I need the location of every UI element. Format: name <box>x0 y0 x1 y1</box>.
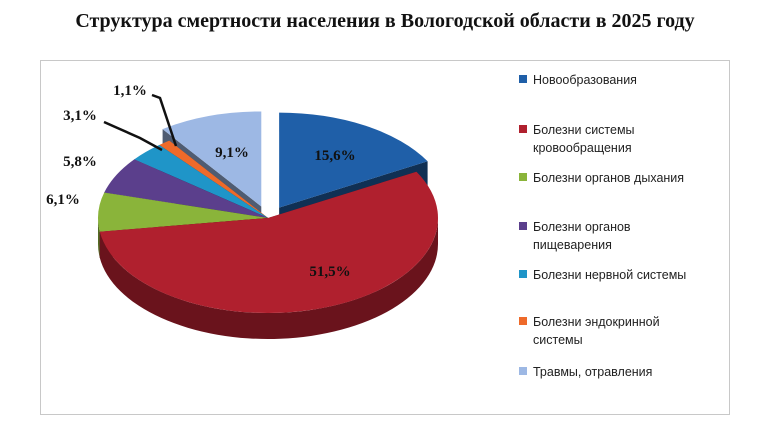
legend-swatch-5 <box>519 270 527 278</box>
slice-value-label-5: 3,1% <box>63 108 97 124</box>
legend-label-2: Болезни системы кровообращения <box>533 123 635 155</box>
legend-label-3: Болезни органов дыхания <box>533 171 684 185</box>
legend-label-7: Травмы, отравления <box>533 365 652 379</box>
slice-value-label-1: 15,6% <box>314 148 355 164</box>
legend-swatch-1 <box>519 75 527 83</box>
slice-value-label-4: 5,8% <box>63 154 97 170</box>
slice-value-label-6: 1,1% <box>113 83 147 99</box>
slice-value-label-3: 6,1% <box>46 192 80 208</box>
leader-line-5 <box>103 120 163 152</box>
legend-label-1: Новообразования <box>533 73 637 87</box>
chart-title: Структура смертности населения в Вологод… <box>75 10 695 32</box>
legend-swatch-6 <box>519 317 527 325</box>
legend-swatch-2 <box>519 125 527 133</box>
slice-value-label-7: 9,1% <box>215 145 249 161</box>
legend-swatch-7 <box>519 367 527 375</box>
slice-value-label-2: 51,5% <box>309 264 350 280</box>
legend-label-6: Болезни эндокринной системы <box>533 315 660 347</box>
legend-label-5: Болезни нервной системы <box>533 268 686 282</box>
pie-slice-2 <box>99 171 438 340</box>
legend-label-4: Болезни органов пищеварения <box>533 220 631 252</box>
leader-line-6 <box>151 93 178 147</box>
legend-swatch-4 <box>519 222 527 230</box>
legend-swatch-3 <box>519 173 527 181</box>
